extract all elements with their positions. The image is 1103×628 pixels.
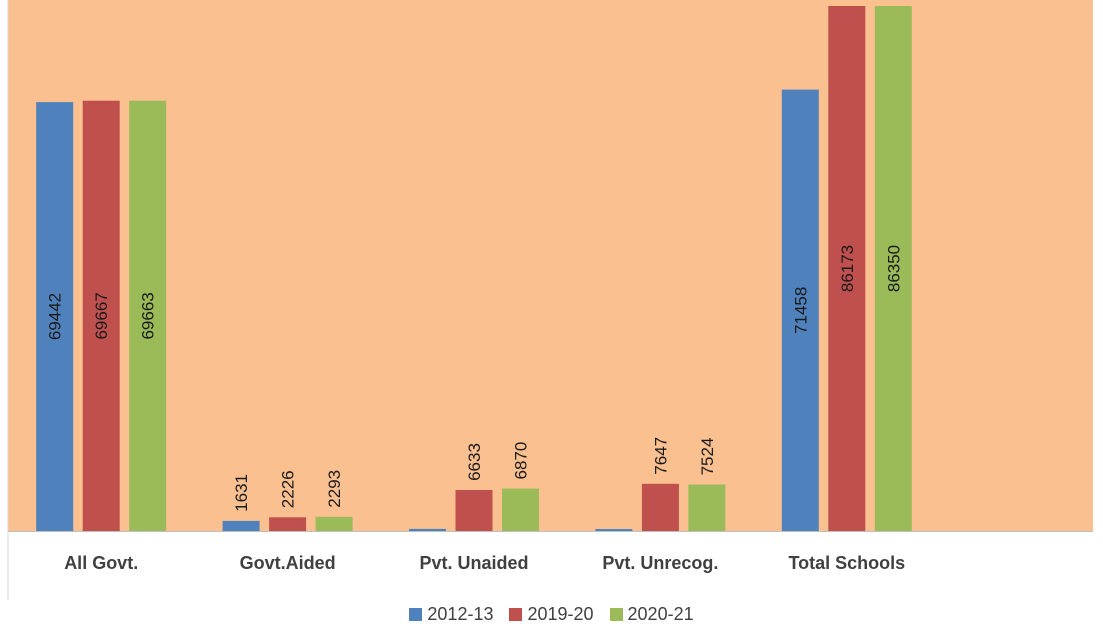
bar-2012-13-pvt-unrecog- <box>595 529 633 531</box>
bar-data-label: 71458 <box>791 287 810 334</box>
legend-label: 2019-20 <box>527 603 594 624</box>
legend-item-2012-13: 2012-13 <box>409 604 493 625</box>
legend-label: 2020-21 <box>627 603 694 624</box>
bar-2019-20-all-govt- <box>82 100 120 531</box>
bar-2020-21-govt-aided <box>315 516 353 531</box>
legend-swatch <box>609 607 623 621</box>
bar-data-label: 69663 <box>139 292 158 339</box>
bar-2019-20-pvt-unrecog- <box>641 483 679 531</box>
bar-data-label: 6870 <box>512 442 531 480</box>
category-label: Pvt. Unrecog. <box>602 553 718 573</box>
legend-item-2019-20: 2019-20 <box>509 603 594 625</box>
bar-2019-20-pvt-unaided <box>455 490 493 531</box>
bar-2012-13-pvt-unaided <box>409 528 446 531</box>
bar-data-label: 86173 <box>838 245 857 292</box>
bar-2020-21-pvt-unaided <box>502 488 539 531</box>
bar-data-label: 7524 <box>698 438 717 476</box>
bar-data-label: 86350 <box>884 245 903 292</box>
bar-2019-20-total-schools <box>828 6 866 531</box>
bar-2020-21-all-govt- <box>129 100 167 531</box>
category-label: All Govt. <box>64 553 138 573</box>
bar-2020-21-total-schools <box>874 6 912 531</box>
bar-data-label: 7647 <box>651 437 670 475</box>
plot-area <box>8 0 1093 531</box>
bar-2012-13-govt-aided <box>222 520 260 531</box>
bar-data-label: 2226 <box>279 470 298 508</box>
bar-chart: 69442 69667 69663 1631 2226 2293 6633 6870 7647 7… <box>7 0 1093 600</box>
legend-item-2020-21: 2020-21 <box>609 603 694 625</box>
legend-swatch <box>409 607 423 621</box>
bar-data-label: 69667 <box>92 292 111 339</box>
category-label: Pvt. Unaided <box>419 553 528 573</box>
bar-2012-13-all-govt- <box>36 102 74 531</box>
category-label: Govt.Aided <box>240 553 336 573</box>
legend-swatch <box>509 607 523 621</box>
bar-labels-group: 69442 69667 69663 1631 2226 2293 6633 6870 7647 7… <box>46 245 904 512</box>
bar-data-label: 6633 <box>465 443 484 481</box>
bar-data-label: 69442 <box>46 293 65 340</box>
legend: 2012-13 2019-20 2020-21 <box>0 600 1103 628</box>
bar-2012-13-total-schools <box>781 89 819 531</box>
legend-label: 2012-13 <box>427 603 494 624</box>
bar-2020-21-pvt-unrecog- <box>688 484 726 531</box>
bar-data-label: 2293 <box>325 470 344 508</box>
bar-data-label: 1631 <box>232 474 251 512</box>
bar-2019-20-govt-aided <box>269 517 307 531</box>
category-label: Total Schools <box>788 553 905 573</box>
bars-group <box>36 6 912 531</box>
category-labels-group: All Govt. Govt.Aided Pvt. Unaided Pvt. Unre… <box>64 553 905 573</box>
